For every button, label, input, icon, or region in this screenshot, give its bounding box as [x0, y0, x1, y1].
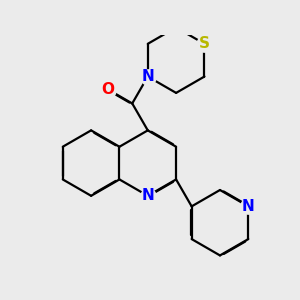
Text: N: N [242, 199, 255, 214]
Text: N: N [141, 188, 154, 203]
Text: O: O [102, 82, 115, 97]
Text: S: S [199, 36, 210, 51]
Text: N: N [141, 69, 154, 84]
